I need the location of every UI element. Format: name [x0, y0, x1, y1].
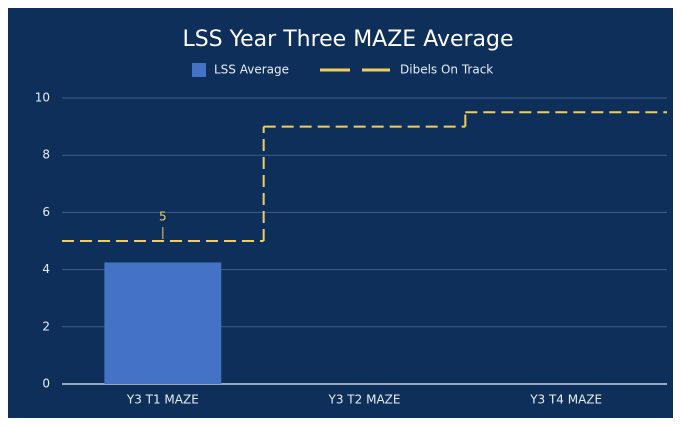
x-tick-label: Y3 T4 MAZE [529, 393, 602, 407]
y-tick-label: 2 [42, 319, 50, 333]
x-tick-label: Y3 T1 MAZE [126, 393, 199, 407]
y-tick-label: 6 [42, 205, 50, 219]
legend-swatch [192, 63, 206, 77]
legend-label: LSS Average [214, 63, 289, 77]
y-tick-label: 8 [42, 148, 50, 162]
x-tick-label: Y3 T2 MAZE [328, 393, 401, 407]
y-tick-label: 10 [35, 91, 50, 105]
legend-label: Dibels On Track [400, 63, 493, 77]
y-tick-label: 4 [42, 262, 50, 276]
data-label: 5 [159, 210, 167, 224]
chart-title: LSS Year Three MAZE Average [182, 27, 513, 52]
y-tick-label: 0 [42, 377, 50, 391]
bar [104, 262, 222, 384]
